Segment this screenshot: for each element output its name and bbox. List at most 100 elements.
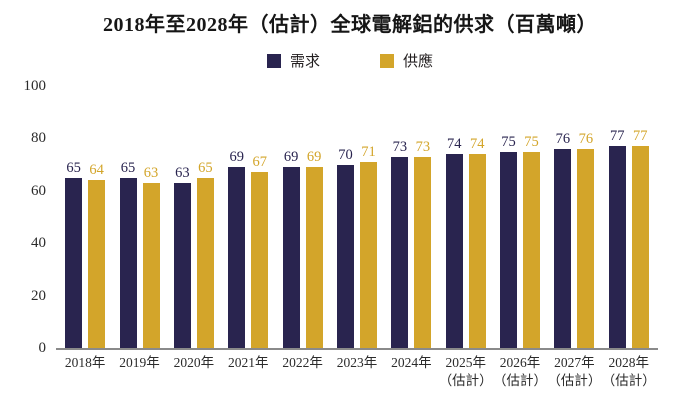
- bar-需求: [119, 177, 137, 348]
- x-tick-year: 2023年: [336, 355, 378, 370]
- legend-label: 供應: [403, 54, 434, 70]
- bar-value-label: 69: [229, 149, 245, 166]
- bar-需求: [336, 164, 354, 348]
- bar-value-label: 75: [501, 133, 516, 150]
- x-tick-year: 2022年: [282, 355, 323, 370]
- x-tick-label: 2021年: [221, 354, 275, 390]
- bar-value-label: 63: [143, 164, 159, 181]
- x-tick-label: 2026年 （估計）: [493, 354, 547, 390]
- bar-wrap: 73: [391, 138, 409, 348]
- bar-需求: [608, 146, 626, 348]
- bar-wrap: 77: [631, 128, 649, 348]
- bar-wrap: 74: [468, 136, 486, 348]
- x-tick-label: 2022年: [275, 354, 329, 390]
- legend-label: 需求: [289, 54, 320, 70]
- bar-value-label: 69: [306, 149, 322, 166]
- x-tick-year: 2018年: [64, 355, 106, 370]
- plot-area: 65 64 65 63 63 65 69 67 69 69 70 71 73 73 74 74 75 75 76 76…: [58, 86, 656, 348]
- x-tick-year: 2025年: [445, 355, 486, 370]
- bar-value-label: 64: [89, 162, 104, 179]
- bar-需求: [391, 156, 409, 348]
- bar-wrap: 69: [305, 149, 323, 348]
- x-tick-estimate-note: （估計）: [493, 373, 548, 389]
- x-tick-label: 2028年 （估計）: [602, 354, 656, 390]
- x-tick-label: 2027年 （估計）: [547, 354, 601, 390]
- bar-wrap: 71: [359, 143, 377, 348]
- legend-item-1: 供應: [380, 50, 433, 71]
- bar-wrap: 74: [445, 136, 463, 348]
- bar-需求: [500, 151, 518, 348]
- bar-wrap: 77: [608, 129, 626, 348]
- y-axis: 0 20 40 60 80 100: [4, 78, 47, 356]
- x-tick-year: 2024年: [391, 355, 432, 370]
- x-tick-label: 2020年: [167, 354, 221, 390]
- bar-wrap: 63: [173, 164, 191, 348]
- y-tick-label: 60: [31, 182, 46, 199]
- bar-group: 77 77: [602, 86, 656, 348]
- bar-value-label: 74: [446, 136, 462, 153]
- y-tick-label: 100: [23, 78, 47, 94]
- bar-需求: [445, 154, 463, 348]
- bar-供應: [359, 161, 377, 348]
- bar-value-label: 76: [555, 130, 571, 147]
- bar-group: 74 74: [439, 86, 493, 348]
- bar-wrap: 75: [500, 133, 518, 348]
- x-tick-estimate-note: （估計）: [547, 373, 602, 389]
- bar-需求: [282, 167, 300, 348]
- bar-wrap: 65: [196, 160, 214, 348]
- bar-group: 69 69: [275, 86, 329, 348]
- x-tick-year: 2020年: [173, 355, 215, 370]
- x-tick-year: 2026年: [499, 355, 541, 370]
- bar-value-label: 75: [524, 133, 539, 150]
- bar-需求: [173, 182, 191, 348]
- bar-供應: [305, 167, 323, 348]
- bar-wrap: 75: [523, 133, 541, 348]
- legend-swatch-icon: [266, 53, 281, 68]
- bar-供應: [523, 151, 541, 348]
- bar-value-label: 73: [415, 138, 431, 155]
- x-tick-label: 2019年: [112, 354, 166, 390]
- bar-需求: [554, 148, 572, 348]
- bar-value-label: 65: [66, 159, 81, 176]
- bar-wrap: 76: [554, 130, 572, 348]
- x-tick-estimate-note: （估計）: [601, 373, 656, 389]
- chart-legend: 需求 供應: [0, 50, 700, 71]
- x-tick-label: 2023年: [330, 354, 384, 390]
- bar-value-label: 76: [578, 130, 594, 147]
- bar-group: 63 65: [167, 86, 221, 348]
- legend-swatch-icon: [380, 53, 394, 68]
- bar-wrap: 69: [228, 149, 246, 348]
- x-axis-labels: 2018年 2019年 2020年 2021年 2022年 2023年 2024年 2025年…: [58, 354, 656, 390]
- x-tick-year: 2019年: [119, 355, 160, 370]
- chart-area: 0 20 40 60 80 100 65 64 65 63 63 65 69 67 69 69 70 71 73 7…: [24, 78, 658, 388]
- bar-value-label: 71: [361, 143, 376, 160]
- bar-value-label: 77: [633, 128, 648, 145]
- bar-group: 75 75: [493, 86, 547, 348]
- y-tick-label: 80: [31, 130, 46, 147]
- x-tick-year: 2027年: [554, 355, 595, 370]
- y-tick-label: 20: [31, 287, 46, 304]
- bar-需求: [65, 177, 83, 348]
- bar-value-label: 63: [175, 164, 190, 181]
- bar-wrap: 65: [119, 160, 137, 348]
- bar-wrap: 76: [577, 130, 595, 348]
- bar-供應: [414, 156, 432, 348]
- bar-供應: [196, 177, 214, 348]
- bar-value-label: 74: [469, 136, 485, 153]
- bar-wrap: 63: [142, 164, 160, 348]
- bar-wrap: 64: [88, 162, 106, 348]
- bar-需求: [228, 167, 246, 348]
- bar-供應: [88, 180, 106, 348]
- bar-供應: [251, 172, 269, 348]
- bar-value-label: 69: [283, 149, 299, 166]
- bar-group: 65 64: [58, 86, 112, 348]
- x-tick-estimate-note: （估計）: [438, 373, 493, 389]
- bar-value-label: 70: [338, 146, 353, 163]
- bar-group: 76 76: [547, 86, 601, 348]
- bar-value-label: 73: [392, 138, 408, 155]
- bar-wrap: 69: [282, 149, 300, 348]
- x-tick-label: 2025年 （估計）: [439, 354, 493, 390]
- bar-wrap: 70: [336, 146, 354, 348]
- bar-wrap: 73: [414, 138, 432, 348]
